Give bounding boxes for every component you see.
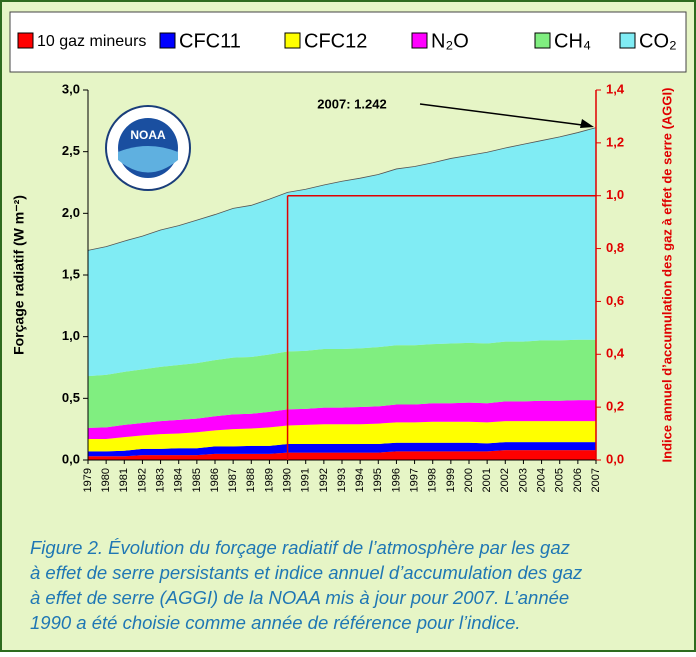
x-tick-label: 1994	[354, 468, 366, 492]
logo-text: NOAA	[130, 128, 166, 142]
y-tick-label: 2,0	[62, 205, 80, 220]
x-tick-label: 1999	[445, 468, 457, 492]
x-tick-label: 1998	[427, 468, 439, 492]
x-tick-label: 2000	[463, 468, 475, 492]
y-tick-label: 1,5	[62, 266, 80, 281]
x-tick-label: 1989	[263, 468, 275, 492]
legend-label: N₂O	[431, 30, 469, 52]
legend-label: CO₂	[639, 30, 677, 52]
y2-tick-label: 1,0	[606, 187, 624, 202]
x-tick-label: 2001	[481, 468, 493, 492]
x-tick-label: 2007	[590, 468, 602, 492]
x-tick-label: 2006	[572, 468, 584, 492]
legend-label: CH₄	[554, 30, 591, 52]
y2-tick-label: 0,6	[606, 293, 624, 308]
x-tick-label: 1985	[191, 468, 203, 492]
x-tick-label: 1988	[245, 468, 257, 492]
x-tick-label: 2005	[554, 468, 566, 492]
legend-box	[9, 11, 687, 73]
legend-label: CFC11	[179, 30, 241, 52]
legend-swatch	[17, 32, 34, 49]
x-tick-label: 1986	[209, 468, 221, 492]
area	[88, 339, 596, 428]
y2-tick-label: 1,2	[606, 134, 624, 149]
annotation: 2007: 1.242	[317, 96, 386, 111]
area	[88, 400, 596, 440]
legend-label: 10 gaz mineurs	[37, 33, 146, 50]
x-tick-label: 1991	[300, 468, 312, 492]
legend-label: CFC12	[304, 30, 367, 52]
x-tick-label: 1993	[336, 468, 348, 492]
x-tick-label: 2004	[535, 468, 547, 492]
total-outline	[87, 127, 597, 251]
x-tick-label: 2002	[499, 468, 511, 492]
legend-swatch	[619, 32, 636, 49]
x-tick-label: 1995	[372, 468, 384, 492]
y2-tick-label: 0,8	[606, 240, 624, 255]
arrow-head	[580, 119, 594, 128]
caption-line: à effet de serre (AGGI) de la NOAA mis à…	[30, 587, 569, 608]
x-tick-label: 1987	[227, 468, 239, 492]
x-tick-label: 2003	[517, 468, 529, 492]
logo-wave	[118, 146, 178, 173]
legend-swatch	[284, 32, 301, 49]
x-tick-label: 1983	[154, 468, 166, 492]
y-tick-label: 2,5	[62, 143, 80, 158]
caption-line: Figure 2. Évolution du forçage radiatif …	[30, 537, 570, 558]
legend-swatch	[159, 32, 176, 49]
area	[88, 450, 596, 460]
x-tick-label: 1981	[118, 468, 130, 492]
y-tick-label: 1,0	[62, 328, 80, 343]
x-tick-label: 1992	[318, 468, 330, 492]
caption-line: 1990 a été choisie comme année de référe…	[30, 612, 521, 633]
y2-tick-label: 0,0	[606, 451, 624, 466]
area	[88, 127, 596, 377]
y-axis-title: Forçage radiatif (W m⁻²)	[11, 195, 27, 355]
x-tick-label: 1990	[281, 468, 293, 492]
y2-tick-label: 0,4	[606, 346, 625, 361]
y-tick-label: 0,0	[62, 451, 80, 466]
x-tick-label: 1996	[390, 468, 402, 492]
area	[88, 421, 596, 452]
x-tick-label: 1984	[173, 468, 185, 492]
caption-line: à effet de serre persistants et indice a…	[30, 562, 582, 583]
area	[88, 442, 596, 457]
y2-tick-label: 0,2	[606, 399, 624, 414]
legend-swatch	[411, 32, 428, 49]
x-tick-label: 1980	[100, 468, 112, 492]
annotation-arrow	[419, 103, 591, 127]
x-tick-label: 1982	[136, 468, 148, 492]
legend-swatch	[534, 32, 551, 49]
x-tick-label: 1997	[408, 468, 420, 492]
y2-axis-title: Indice annuel d’accumulation des gaz à e…	[659, 88, 674, 463]
y2-tick-label: 1,4	[606, 81, 625, 96]
x-tick-label: 1979	[82, 468, 94, 492]
y-tick-label: 3,0	[62, 81, 80, 96]
y-tick-label: 0,5	[62, 390, 80, 405]
